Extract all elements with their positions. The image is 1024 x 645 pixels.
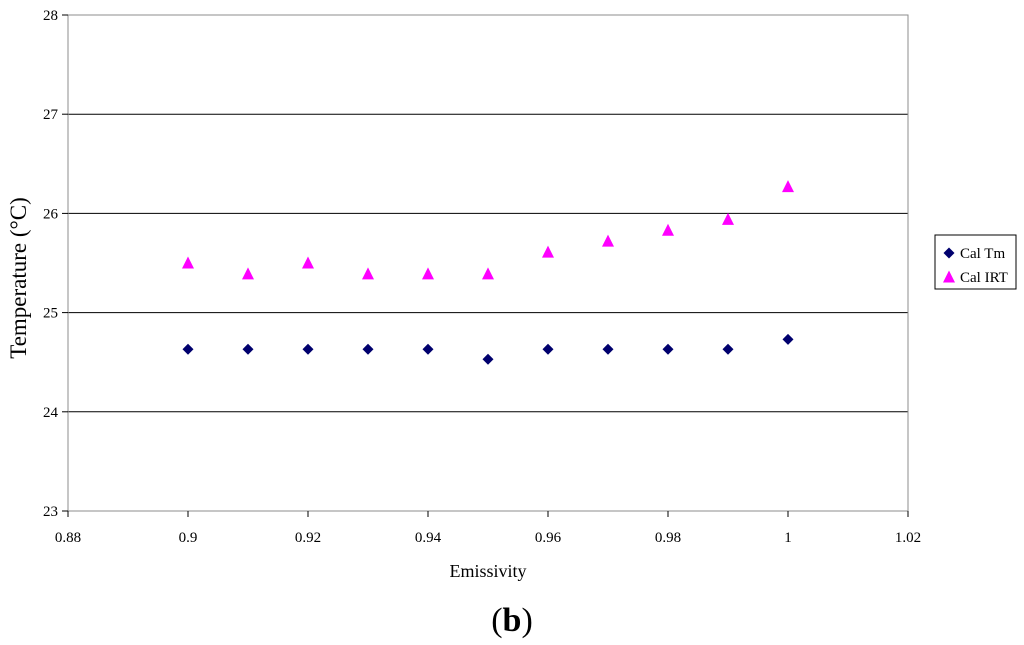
point-cal-irt xyxy=(362,267,374,280)
point-cal-irt xyxy=(722,212,734,225)
panel-label-open: ( xyxy=(491,602,503,639)
point-cal-tm xyxy=(482,353,494,365)
legend: Cal Tm Cal IRT xyxy=(934,234,1017,290)
x-tick-label: 0.94 xyxy=(415,530,442,546)
x-axis-title: Emissivity xyxy=(449,561,526,581)
legend-marker-cal-irt xyxy=(943,270,955,283)
legend-label-cal-irt: Cal IRT xyxy=(960,270,1008,286)
point-cal-irt xyxy=(242,267,254,280)
y-tick-label: 26 xyxy=(43,206,59,222)
scatter-chart: 23 24 25 26 27 28 0.88 0.9 0.92 0.94 0.96 0.98 1 1.0… xyxy=(6,8,1017,581)
grid-lines xyxy=(68,113,908,413)
x-axis-ticks: 0.88 0.9 0.92 0.94 0.96 0.98 1 1.02 xyxy=(55,511,921,546)
y-tick-label: 23 xyxy=(43,504,58,520)
x-tick-label: 0.96 xyxy=(535,530,562,546)
legend-marker-cal-tm xyxy=(943,247,955,259)
y-tick-label: 25 xyxy=(43,306,58,322)
point-cal-tm xyxy=(302,343,314,355)
point-cal-irt xyxy=(182,256,194,269)
point-cal-irt xyxy=(422,267,434,280)
point-cal-irt xyxy=(302,256,314,269)
x-tick-label: 0.9 xyxy=(179,530,198,546)
x-tick-label: 0.98 xyxy=(655,530,681,546)
x-tick-label: 0.92 xyxy=(295,530,321,546)
panel-label-letter: b xyxy=(502,602,522,639)
y-axis-ticks: 23 24 25 26 27 28 xyxy=(43,8,68,520)
point-cal-tm xyxy=(602,343,614,355)
point-cal-tm xyxy=(182,343,194,355)
point-cal-tm xyxy=(422,343,434,355)
point-cal-irt xyxy=(782,180,794,193)
point-cal-irt xyxy=(662,223,674,236)
point-cal-tm xyxy=(242,343,254,355)
point-cal-tm xyxy=(542,343,554,355)
point-cal-tm xyxy=(662,343,674,355)
point-cal-tm xyxy=(722,343,734,355)
legend-label-cal-tm: Cal Tm xyxy=(960,246,1005,262)
plot-area xyxy=(67,14,909,512)
point-cal-irt xyxy=(482,267,494,280)
data-points xyxy=(182,180,794,365)
point-cal-irt xyxy=(602,234,614,247)
y-axis-title: Temperature (°C) xyxy=(6,197,31,358)
x-tick-label: 0.88 xyxy=(55,530,81,546)
point-cal-irt xyxy=(542,245,554,258)
panel-label-close: ) xyxy=(521,602,533,639)
y-tick-label: 24 xyxy=(43,405,59,421)
x-tick-label: 1.02 xyxy=(895,530,921,546)
panel-label: (b) xyxy=(0,602,1024,640)
y-tick-label: 28 xyxy=(43,8,58,24)
point-cal-tm xyxy=(782,333,794,345)
x-tick-label: 1 xyxy=(784,530,792,546)
y-tick-label: 27 xyxy=(43,107,59,123)
point-cal-tm xyxy=(362,343,374,355)
